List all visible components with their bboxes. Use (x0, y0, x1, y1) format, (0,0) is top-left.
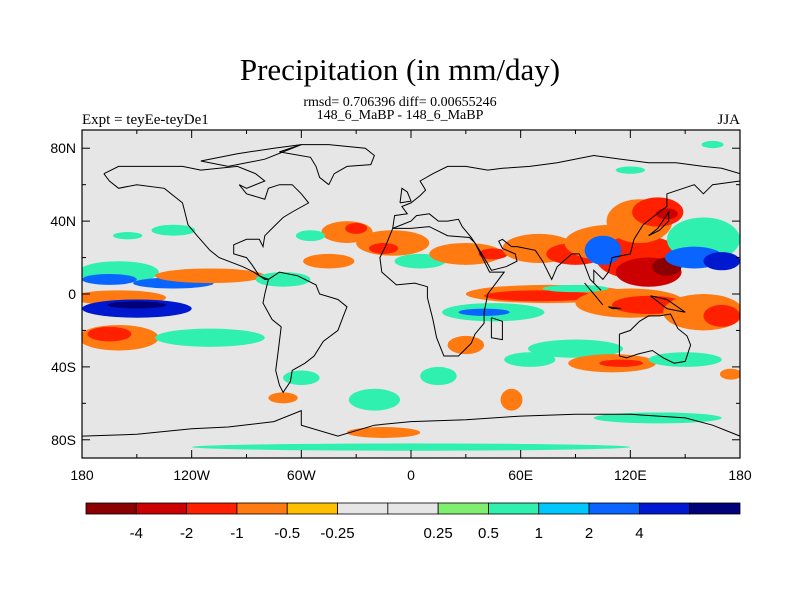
anomaly-region (703, 304, 740, 327)
anomaly-region (348, 388, 401, 411)
coastline (200, 144, 302, 167)
anomaly-region (420, 366, 457, 386)
anomaly-region (255, 272, 311, 287)
anomaly-region (701, 140, 724, 149)
coastlines (82, 144, 740, 437)
anomaly-region (648, 352, 722, 367)
anomaly-region (593, 412, 722, 424)
anomaly-region (107, 301, 167, 309)
anomaly-region (368, 242, 399, 254)
lon-tick-label: 0 (407, 467, 415, 483)
colorbar-label: -4 (130, 525, 143, 542)
anomaly-region (113, 232, 143, 240)
colorbar-swatch (638, 502, 691, 515)
coastline (399, 187, 412, 204)
colorbar-swatch (186, 502, 238, 515)
coastline (490, 317, 503, 341)
anomaly-region (504, 352, 556, 367)
colorbar (85, 502, 741, 515)
colorbar-swatch (236, 502, 288, 515)
anomaly-region (615, 166, 645, 174)
anomaly-region (703, 252, 740, 271)
anomaly-region (82, 273, 137, 285)
anomaly-field (82, 140, 740, 451)
anomaly-region (268, 392, 298, 404)
anomaly-region (151, 224, 196, 236)
anomaly-region (719, 368, 740, 380)
lat-tick-label: 40N (50, 213, 76, 229)
colorbar-label: 0.25 (424, 525, 453, 542)
anomaly-region (155, 328, 265, 347)
lon-tick-label: 120E (614, 467, 647, 483)
colorbar-labels: -4 -2 -1 -0.5 -0.25 0.25 0.5 1 2 4 (130, 525, 644, 542)
colorbar-label: 4 (635, 525, 643, 542)
lat-tick-label: 40S (51, 359, 76, 375)
anomaly-region (500, 388, 523, 411)
coastline (279, 144, 376, 186)
colorbar-label: 2 (585, 525, 593, 542)
anomaly-region (295, 230, 326, 242)
anomaly-region (447, 335, 485, 355)
colorbar-swatch (286, 502, 338, 515)
coastline (608, 306, 622, 310)
anomaly-region (303, 253, 355, 269)
comparison-label: 148_6_MaBP - 148_6_MaBP (316, 108, 484, 123)
colorbar-label: -0.5 (274, 525, 300, 542)
anomaly-region (584, 235, 622, 265)
lon-tick-label: 120W (173, 467, 210, 483)
lat-tick-label: 80N (50, 140, 76, 156)
colorbar-swatch (538, 502, 590, 515)
anomaly-region (283, 370, 320, 386)
anomaly-region (429, 242, 503, 265)
colorbar-swatch (387, 502, 439, 515)
colorbar-swatch (135, 502, 188, 515)
figure-title: Precipitation (in mm/day) (239, 52, 561, 87)
coastline (82, 409, 740, 437)
colorbar-label: 0.5 (478, 525, 499, 542)
colorbar-label: -2 (180, 525, 193, 542)
stats-line: rmsd= 0.706396 diff= 0.00655246 (303, 95, 497, 110)
coastline (392, 154, 740, 291)
anomaly-region (542, 284, 609, 293)
lat-tick-label: 80S (51, 432, 76, 448)
coastline (618, 313, 692, 364)
coastline (650, 295, 686, 313)
season-label: JJA (717, 112, 740, 128)
coastline (103, 165, 310, 280)
anomaly-region (478, 248, 508, 260)
coastline (262, 271, 348, 394)
lat-tick-label: 0 (68, 286, 76, 302)
colorbar-label: -0.25 (320, 525, 354, 542)
colorbar-label: -1 (230, 525, 243, 542)
anomaly-region (191, 443, 631, 451)
experiment-label: Expt = teyEe-teyDe1 (82, 112, 209, 128)
anomaly-region (345, 222, 368, 234)
colorbar-swatch (437, 502, 489, 515)
colorbar-label: 1 (535, 525, 543, 542)
colorbar-swatch (689, 502, 741, 515)
anomaly-region (155, 268, 265, 284)
colorbar-swatch (85, 502, 137, 515)
colorbar-swatch (488, 502, 540, 515)
longitude-axis: 180 120W 60W 0 60E 120E 180 (70, 130, 752, 483)
anomaly-region (599, 359, 644, 367)
colorbar-swatch (588, 502, 640, 515)
anomaly-region (527, 339, 624, 358)
coastline (379, 226, 506, 357)
latitude-axis: 80N 40N 0 40S 80S (50, 140, 740, 448)
lon-tick-label: 180 (70, 467, 94, 483)
coastline (584, 282, 604, 306)
lon-tick-label: 60W (287, 467, 317, 483)
anomaly-region (87, 326, 132, 342)
colorbar-swatch (337, 502, 389, 515)
anomaly-region (484, 290, 594, 302)
lon-tick-label: 180 (728, 467, 752, 483)
anomaly-region (347, 427, 421, 438)
lon-tick-label: 60E (508, 467, 533, 483)
coastline (648, 210, 670, 237)
